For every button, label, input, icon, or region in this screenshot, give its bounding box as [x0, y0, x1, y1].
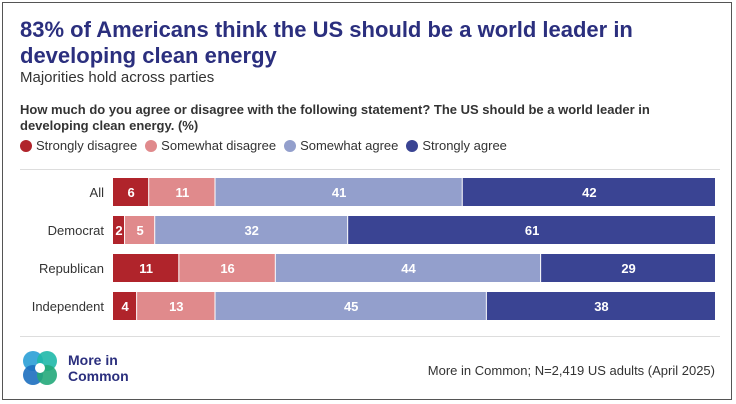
chart-subtitle: Majorities hold across parties	[20, 69, 215, 86]
legend-swatch-somewhat-disagree	[145, 139, 158, 152]
bar-independent-strongly-agree	[486, 292, 715, 320]
data-label-independent-somewhat-agree: 45	[344, 299, 358, 314]
data-label-all-somewhat-agree: 41	[332, 185, 346, 200]
data-label-democrat-somewhat-disagree: 5	[137, 223, 144, 238]
chart-frame: 83% of Americans think the US should be …	[2, 2, 732, 400]
data-label-democrat-somewhat-agree: 32	[244, 223, 258, 238]
bar-republican-somewhat-agree	[275, 254, 541, 282]
bar-democrat-strongly-agree	[348, 216, 715, 244]
data-label-democrat-strongly-agree: 61	[525, 223, 539, 238]
data-label-republican-strongly-disagree: 11	[139, 261, 153, 276]
source-note: More in Common; N=2,419 US adults (April…	[427, 363, 715, 378]
legend-item-strongly-disagree: Strongly disagree	[20, 138, 137, 153]
brand-name: More in Common	[68, 352, 129, 384]
bar-democrat-somewhat-agree	[155, 216, 348, 244]
data-label-independent-somewhat-disagree: 13	[169, 299, 183, 314]
chart-title: 83% of Americans think the US should be …	[20, 17, 633, 68]
data-label-republican-somewhat-disagree: 16	[220, 261, 234, 276]
bar-democrat-somewhat-disagree	[125, 216, 155, 244]
legend-label-somewhat-disagree: Somewhat disagree	[161, 138, 277, 153]
brand-name-line1: More in	[68, 352, 118, 368]
category-label-democrat: Democrat	[48, 223, 105, 238]
bar-all-somewhat-agree	[215, 178, 462, 206]
legend-swatch-strongly-agree	[406, 139, 419, 152]
bar-all-strongly-disagree	[113, 178, 149, 206]
legend-item-strongly-agree: Strongly agree	[406, 138, 507, 153]
data-label-republican-strongly-agree: 29	[621, 261, 635, 276]
data-label-democrat-strongly-disagree: 2	[115, 223, 122, 238]
top-divider	[20, 169, 720, 170]
data-label-independent-strongly-agree: 38	[594, 299, 608, 314]
brand-logo-icon	[23, 351, 57, 385]
brand-logo: More in Common	[20, 348, 129, 388]
category-label-independent: Independent	[32, 299, 105, 314]
bar-independent-somewhat-disagree	[137, 292, 215, 320]
bar-all-somewhat-disagree	[149, 178, 215, 206]
legend-item-somewhat-agree: Somewhat agree	[284, 138, 398, 153]
legend-label-strongly-disagree: Strongly disagree	[36, 138, 138, 153]
bar-republican-somewhat-disagree	[179, 254, 275, 282]
data-label-all-strongly-agree: 42	[582, 185, 596, 200]
bottom-divider	[20, 336, 720, 337]
legend-swatch-somewhat-agree	[284, 139, 297, 152]
category-label-republican: Republican	[39, 261, 104, 276]
bar-all-strongly-agree	[462, 178, 715, 206]
survey-question: How much do you agree or disagree with t…	[20, 102, 650, 133]
bar-independent-somewhat-agree	[215, 292, 486, 320]
data-label-all-somewhat-disagree: 11	[175, 185, 189, 200]
data-label-republican-somewhat-agree: 44	[401, 261, 416, 276]
bar-republican-strongly-agree	[541, 254, 715, 282]
legend-label-somewhat-agree: Somewhat agree	[300, 138, 399, 153]
bar-republican-strongly-disagree	[113, 254, 179, 282]
legend: Strongly disagree Somewhat disagree Some…	[20, 138, 507, 153]
legend-label-strongly-agree: Strongly agree	[422, 138, 507, 153]
category-label-all: All	[90, 185, 105, 200]
data-label-all-strongly-disagree: 6	[127, 185, 134, 200]
brand-name-line2: Common	[68, 368, 129, 384]
legend-swatch-strongly-disagree	[20, 139, 32, 152]
bar-independent-strongly-disagree	[113, 292, 137, 320]
legend-item-somewhat-disagree: Somewhat disagree	[145, 138, 276, 153]
data-label-independent-strongly-disagree: 4	[121, 299, 129, 314]
bar-democrat-strongly-disagree	[113, 216, 125, 244]
